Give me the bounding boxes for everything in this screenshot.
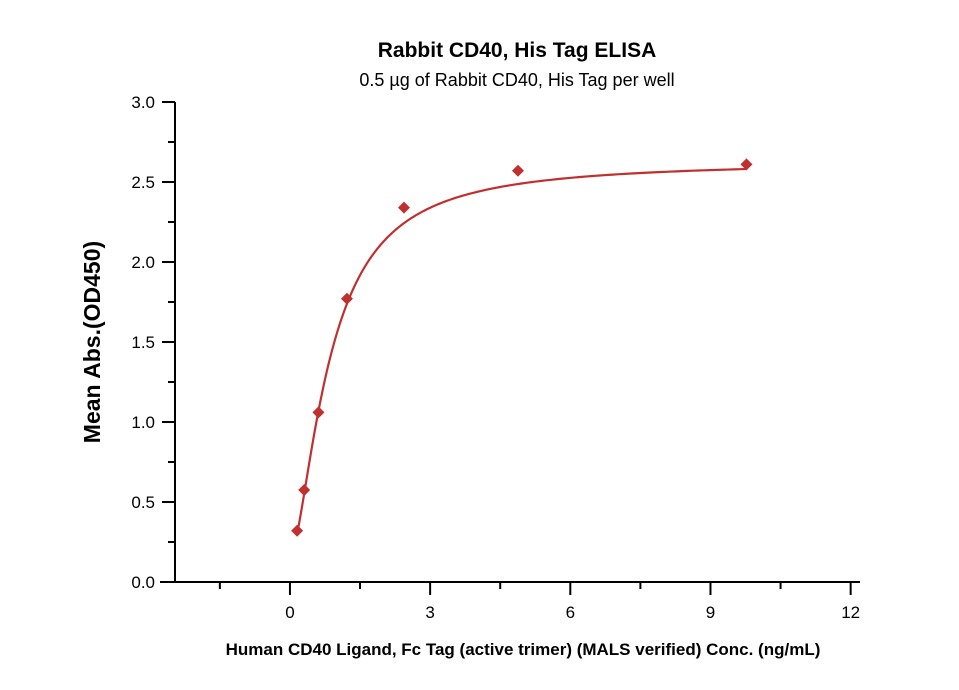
data-point-diamond [397, 201, 410, 214]
fit-curve-group [296, 167, 747, 535]
axes: 0.0 0.5 1.0 1.5 2.0 2.5 3.0 0 3 6 9 12 [131, 93, 860, 622]
x-tick-label: 9 [706, 603, 715, 622]
x-tick-label: 0 [285, 603, 294, 622]
y-tick-label: 2.0 [131, 253, 155, 272]
y-tick-label: 1.0 [131, 413, 155, 432]
data-point-diamond [298, 484, 311, 496]
y-tick-label: 1.5 [131, 333, 155, 352]
x-axis-label: Human CD40 Ligand, Fc Tag (active trimer… [226, 640, 821, 659]
x-tick-label: 3 [425, 603, 434, 622]
y-axis-label: Mean Abs.(OD450) [79, 241, 105, 443]
y-tick-label: 0.0 [131, 573, 155, 592]
x-tick-label: 6 [566, 603, 575, 622]
chart-title: Rabbit CD40, His Tag ELISA [378, 39, 657, 62]
data-point-diamond [340, 292, 353, 305]
data-point-diamond [312, 406, 325, 419]
x-tick-label: 12 [841, 603, 860, 622]
y-tick-label: 2.5 [131, 173, 155, 192]
chart-subtitle: 0.5 µg of Rabbit CD40, His Tag per well [359, 70, 674, 90]
y-tick-label: 0.5 [131, 493, 155, 512]
y-tick-label: 3.0 [131, 93, 155, 112]
data-point-diamond [740, 158, 753, 171]
data-point-diamond [291, 524, 304, 537]
data-point-diamond [511, 164, 524, 177]
data-points [291, 158, 753, 537]
fit-curve [296, 167, 747, 535]
